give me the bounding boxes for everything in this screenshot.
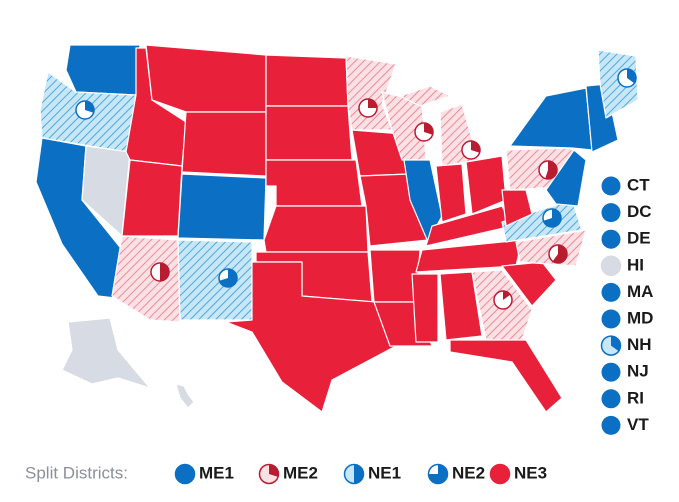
md-de-nj (545, 149, 587, 207)
pie-sector (503, 291, 511, 300)
state-label: CT (627, 175, 650, 194)
nm (177, 239, 253, 321)
pie-sector (368, 99, 377, 108)
state-label: HI (627, 255, 644, 274)
new-england (585, 83, 619, 153)
state-label: VT (627, 415, 649, 434)
state-dot (601, 229, 621, 249)
state-dot (601, 389, 621, 409)
state-label: MD (627, 308, 653, 327)
pie-sector (543, 209, 561, 228)
ak (61, 317, 151, 389)
in (435, 163, 467, 223)
state-label: DC (627, 202, 652, 221)
state-label: NJ (627, 362, 649, 381)
legend-label: NE3 (514, 463, 547, 482)
pie-sector (545, 161, 558, 179)
wy (181, 111, 267, 177)
state-dot (601, 176, 621, 196)
pies (75, 68, 637, 310)
legend-label: NE2 (452, 463, 485, 482)
legend-label: ME1 (199, 463, 234, 482)
pie-sector (424, 123, 433, 135)
pie-sector (471, 141, 480, 153)
sd (265, 105, 353, 161)
states (35, 44, 639, 413)
pie-sector (627, 69, 637, 84)
state-labels: CT DC DE HI MA MD NH NJ RI VT (600, 175, 653, 435)
me (597, 49, 639, 119)
state-label: NH (627, 335, 652, 354)
state-dot (601, 362, 621, 382)
state-dot (601, 415, 621, 435)
co (177, 173, 267, 241)
va (501, 199, 583, 243)
hi (175, 383, 195, 409)
pie-sector (354, 464, 364, 484)
pie-sector (160, 263, 169, 281)
ut (121, 159, 183, 237)
sc (501, 261, 557, 307)
pie-base (174, 463, 196, 485)
nd (265, 54, 349, 107)
legend-label: NE1 (368, 463, 401, 482)
al (439, 271, 483, 341)
tx (225, 261, 397, 413)
mi-upper (399, 85, 451, 107)
legend-title: Split Districts: (25, 463, 128, 482)
state-dot (601, 203, 621, 223)
fl (449, 339, 563, 413)
state-dot (601, 282, 621, 302)
state-dot (601, 309, 621, 329)
mt (145, 44, 267, 113)
legend-label: ME2 (283, 463, 318, 482)
pie-base (489, 463, 511, 485)
pie-sector (85, 101, 95, 113)
pie-sector (219, 269, 237, 287)
az (111, 235, 181, 323)
ms (411, 273, 439, 343)
pie-sector (611, 336, 621, 352)
pie-sector (269, 464, 279, 477)
state-label: MA (627, 282, 653, 301)
ks (263, 205, 369, 253)
state-label: DE (627, 229, 651, 248)
pie-base (600, 255, 622, 277)
pie-sector (552, 245, 568, 263)
ny (509, 87, 593, 151)
legend: ME1 ME2 NE1 NE2 NE3 (174, 463, 547, 485)
oh (465, 155, 507, 215)
state-label: RI (627, 388, 644, 407)
wa (65, 44, 141, 96)
pie-sector (428, 464, 448, 484)
ne (265, 159, 363, 207)
